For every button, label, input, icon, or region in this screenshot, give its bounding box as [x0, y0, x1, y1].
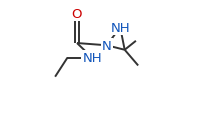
Text: N: N — [102, 39, 112, 52]
Text: NH: NH — [82, 52, 102, 65]
Text: NH: NH — [110, 22, 130, 35]
Text: O: O — [72, 8, 82, 21]
